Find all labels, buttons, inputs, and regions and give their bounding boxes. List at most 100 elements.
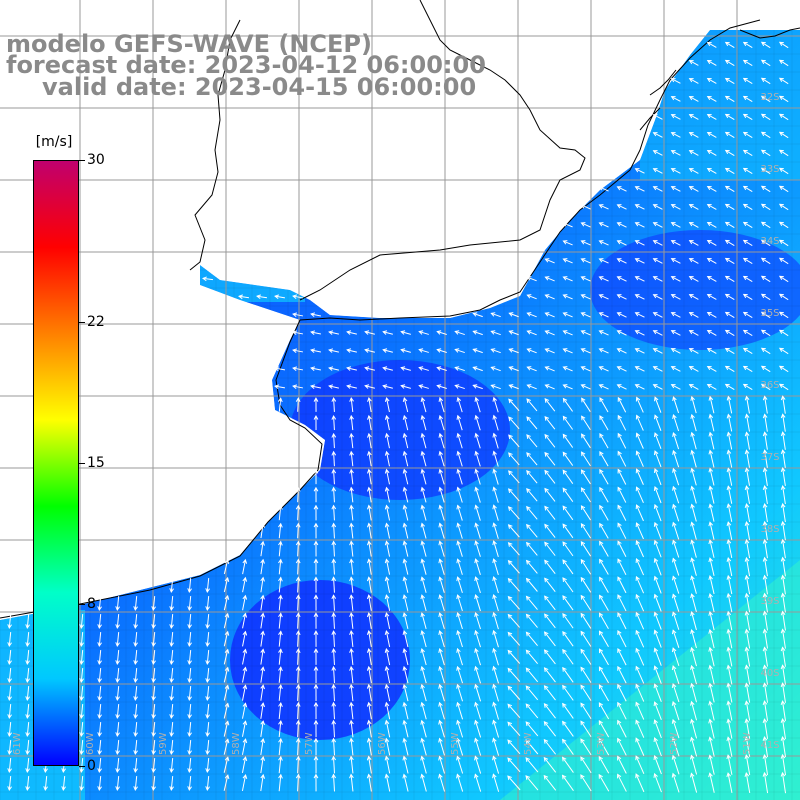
- wind-arrow-head: [526, 398, 531, 404]
- wind-arrow-head: [402, 396, 408, 402]
- wind-arrow-head: [634, 312, 640, 317]
- wind-arrow: [439, 595, 445, 611]
- wind-arrow: [563, 384, 573, 390]
- wind-arrow: [779, 257, 789, 265]
- wind-arrow: [727, 504, 733, 522]
- wind-arrow: [526, 452, 538, 466]
- wind-arrow-head: [562, 222, 568, 227]
- wind-arrow-head: [543, 774, 549, 780]
- wind-arrow-head: [635, 755, 640, 761]
- wind-arrow: [526, 578, 538, 592]
- wind-arrow: [617, 433, 627, 449]
- wind-arrow-head: [744, 628, 750, 634]
- wind-arrow-head: [402, 558, 408, 564]
- wind-arrow-head: [384, 504, 390, 510]
- wind-arrow-head: [507, 488, 513, 493]
- wind-arrow-head: [25, 786, 30, 792]
- wind-arrow: [260, 649, 264, 665]
- wind-arrow-head: [346, 348, 352, 353]
- wind-arrow-head: [780, 431, 786, 437]
- wind-arrow-head: [708, 395, 714, 401]
- wind-arrow-head: [295, 719, 301, 725]
- wind-arrow: [727, 647, 733, 667]
- wind-arrow: [617, 594, 627, 612]
- wind-arrow-head: [726, 413, 732, 419]
- wind-arrow-head: [688, 78, 694, 83]
- wind-arrow: [188, 703, 192, 719]
- wind-arrow: [562, 470, 574, 484]
- wind-arrow-head: [562, 577, 567, 583]
- wind-arrow-head: [25, 678, 30, 684]
- wind-arrow: [260, 631, 264, 647]
- wind-arrow: [635, 384, 645, 390]
- wind-arrow: [581, 505, 591, 521]
- wind-arrow: [475, 630, 481, 648]
- wind-arrow-head: [653, 503, 659, 509]
- wind-arrow-head: [402, 665, 408, 671]
- wind-arrow-head: [617, 558, 622, 564]
- wind-arrow: [421, 720, 427, 738]
- wind-arrow: [707, 312, 717, 318]
- wind-arrow: [368, 451, 372, 467]
- wind-arrow-head: [653, 485, 659, 491]
- wind-arrow: [764, 647, 768, 667]
- wind-arrow-head: [778, 311, 784, 317]
- southeast-strong: [500, 560, 800, 800]
- wind-arrow: [653, 186, 663, 192]
- wind-arrow-head: [742, 347, 748, 353]
- wind-arrow-head: [295, 486, 301, 492]
- wind-arrow: [672, 414, 680, 432]
- wind-arrow: [385, 774, 391, 792]
- wind-arrow-head: [742, 149, 748, 155]
- wind-arrow-head: [7, 696, 12, 702]
- wind-arrow: [544, 416, 556, 430]
- wind-arrow-head: [366, 773, 372, 779]
- wind-arrow: [544, 398, 556, 412]
- wind-arrow-head: [543, 738, 549, 744]
- wind-arrow-head: [187, 606, 192, 612]
- wind-arrow-head: [278, 719, 283, 725]
- wind-arrow-head: [708, 610, 713, 616]
- wind-arrow: [403, 648, 409, 666]
- wind-arrow-head: [526, 384, 532, 389]
- wind-arrow-head: [474, 755, 479, 761]
- wind-arrow: [691, 504, 697, 522]
- model-title: modelo GEFS-WAVE (NCEP): [6, 30, 372, 58]
- wind-arrow-head: [780, 395, 786, 401]
- wind-arrow: [763, 665, 769, 685]
- wind-arrow-head: [366, 647, 372, 653]
- wind-arrow-head: [438, 486, 443, 492]
- wind-arrow-head: [780, 413, 786, 419]
- wind-arrow-head: [205, 606, 210, 612]
- wind-arrow: [134, 595, 138, 611]
- wind-arrow: [761, 41, 771, 49]
- wind-arrow: [761, 347, 771, 355]
- wind-arrow-head: [349, 468, 354, 474]
- wind-arrow-head: [760, 383, 766, 389]
- wind-arrow-head: [133, 660, 138, 666]
- wind-arrow: [635, 738, 645, 756]
- wind-arrow: [152, 721, 156, 737]
- wind-arrow: [223, 721, 229, 737]
- wind-arrow: [617, 348, 627, 354]
- wind-arrow: [779, 95, 789, 103]
- wind-arrow-head: [295, 630, 301, 636]
- wind-arrow-head: [169, 714, 174, 720]
- wind-arrow-head: [724, 293, 730, 299]
- wind-arrow: [526, 398, 538, 412]
- wind-arrow: [689, 222, 699, 228]
- wind-arrow: [403, 577, 409, 593]
- wind-arrow-head: [744, 664, 750, 670]
- wind-arrow-head: [278, 702, 283, 707]
- wind-arrow: [401, 349, 411, 353]
- wind-arrow-head: [492, 504, 497, 510]
- wind-arrow: [526, 434, 538, 448]
- wind-arrow-head: [580, 366, 586, 371]
- wind-arrow: [134, 649, 138, 665]
- wind-arrow: [635, 186, 645, 192]
- wind-arrow-head: [544, 595, 549, 601]
- wind-arrow: [563, 398, 573, 412]
